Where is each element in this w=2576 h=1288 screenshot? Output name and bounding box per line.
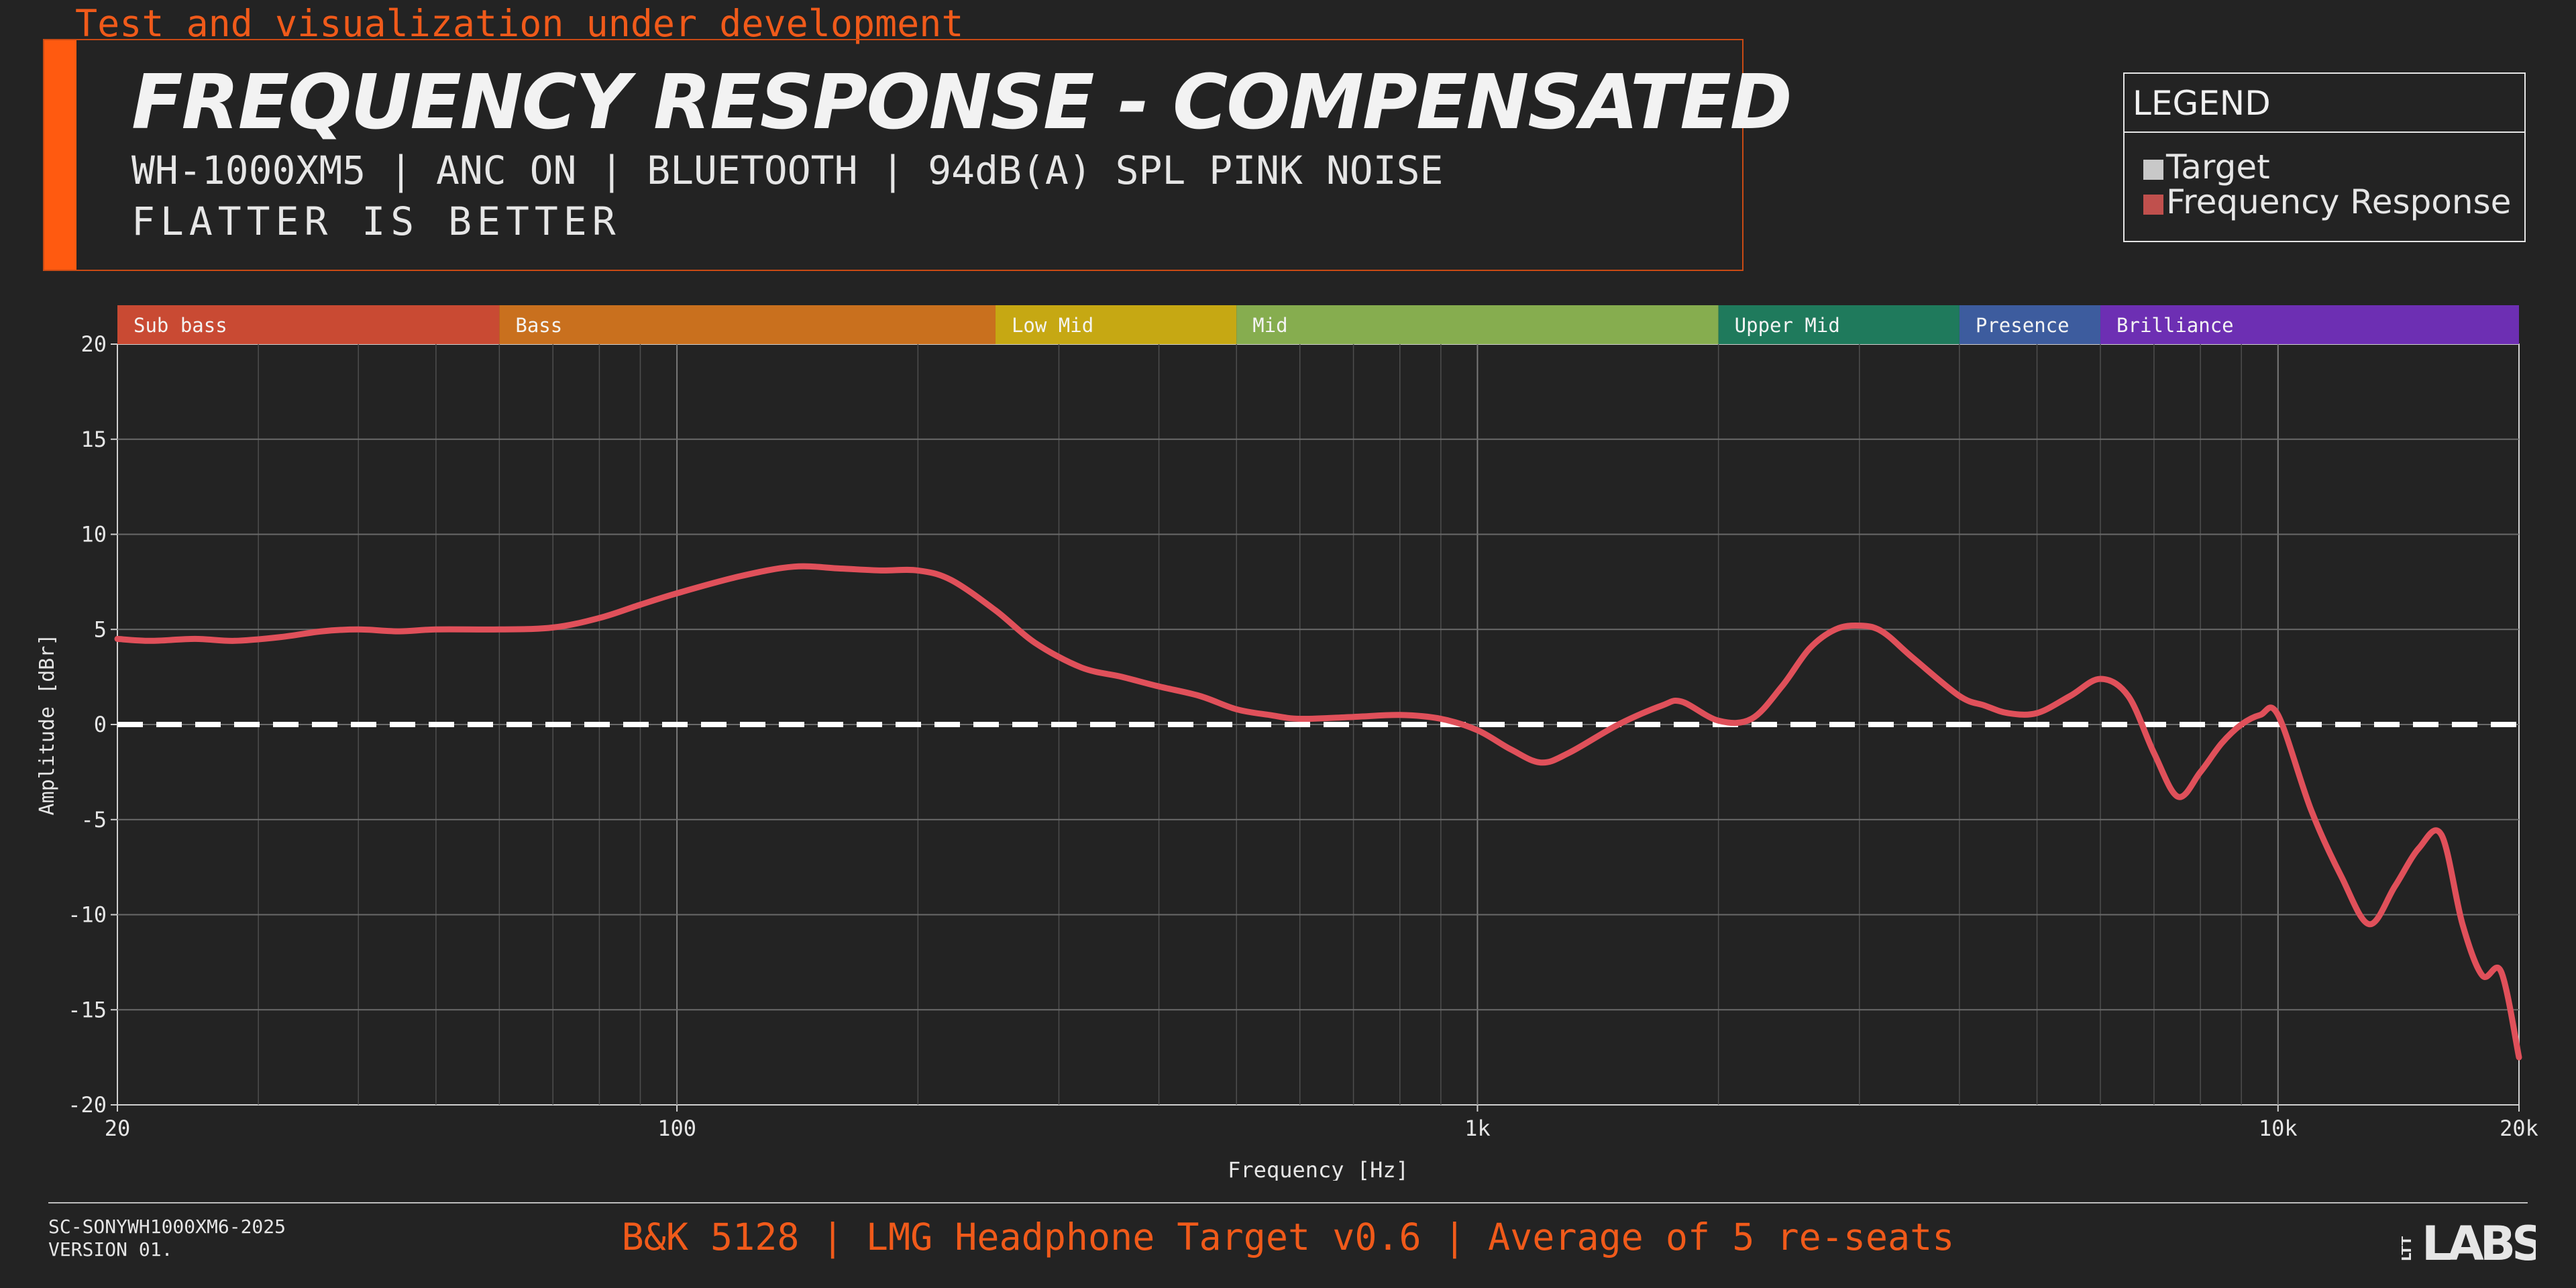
- y-tick-label: -10: [68, 902, 107, 928]
- x-tick-label: 20k: [2500, 1116, 2538, 1141]
- band-upper-mid: [1718, 305, 1960, 344]
- band-label: Sub bass: [133, 314, 227, 337]
- legend: LEGEND Target Frequency Response: [2123, 72, 2526, 242]
- chart-tagline: FLATTER IS BETTER: [131, 199, 621, 244]
- x-tick-label: 10k: [2259, 1116, 2298, 1141]
- y-tick-label: 15: [80, 427, 107, 452]
- y-tick-label: -20: [68, 1092, 107, 1118]
- y-tick-label: -5: [80, 807, 107, 833]
- footer-meta: SC-SONYWH1000XM6-2025 VERSION 01.: [48, 1216, 286, 1261]
- x-tick-label: 1k: [1464, 1116, 1491, 1141]
- band-label: Upper Mid: [1735, 314, 1840, 337]
- logo-labs-text: LABS: [2422, 1216, 2536, 1267]
- legend-item-frequency-response: Frequency Response: [2143, 182, 2511, 221]
- band-low-mid: [995, 305, 1237, 344]
- ltt-labs-logo: LTT LABS: [2402, 1216, 2536, 1267]
- legend-label-frequency-response: Frequency Response: [2166, 182, 2512, 221]
- footer-divider: [48, 1202, 2528, 1203]
- chart-title: FREQUENCY RESPONSE - COMPENSATED: [131, 59, 1792, 146]
- legend-swatch-frequency-response: [2143, 194, 2163, 215]
- band-mid: [1236, 305, 1719, 344]
- y-tick-label: 10: [80, 522, 107, 547]
- y-tick-label: 5: [94, 616, 107, 642]
- band-label: Brilliance: [2116, 314, 2234, 337]
- band-label: Mid: [1252, 314, 1287, 337]
- title-accent-bar: [44, 40, 76, 270]
- logo-ltt-text: LTT: [2402, 1236, 2414, 1261]
- legend-item-target: Target: [2143, 148, 2270, 186]
- legend-title: LEGEND: [2125, 74, 2524, 133]
- chart-subtitle: WH-1000XM5 | ANC ON | BLUETOOTH | 94dB(A…: [131, 148, 1444, 193]
- footer-info: B&K 5128 | LMG Headphone Target v0.6 | A…: [621, 1216, 1955, 1258]
- band-label: Low Mid: [1012, 314, 1093, 337]
- band-label: Presence: [1976, 314, 2070, 337]
- x-axis-label: Frequency [Hz]: [1228, 1157, 1409, 1181]
- band-bass: [499, 305, 996, 344]
- y-axis-label: Amplitude [dBr]: [36, 634, 59, 816]
- footer-version: VERSION 01.: [48, 1238, 173, 1260]
- y-tick-label: 0: [94, 712, 107, 737]
- band-brilliance: [2100, 305, 2519, 344]
- band-label: Bass: [515, 314, 562, 337]
- series-frequency-response-line: [114, 563, 2522, 1061]
- title-box: FREQUENCY RESPONSE - COMPENSATED WH-1000…: [43, 39, 1792, 271]
- legend-swatch-target: [2143, 159, 2163, 180]
- legend-label-target: Target: [2166, 148, 2270, 186]
- band-presence: [1959, 305, 2101, 344]
- x-tick-label: 100: [657, 1116, 696, 1141]
- y-tick-label: -15: [68, 997, 107, 1022]
- y-tick-label: 20: [80, 331, 107, 357]
- band-sub-bass: [117, 305, 500, 344]
- x-tick-label: 20: [105, 1116, 131, 1141]
- footer-code: SC-SONYWH1000XM6-2025: [48, 1216, 286, 1238]
- dev-note: Test and visualization under development: [75, 2, 964, 45]
